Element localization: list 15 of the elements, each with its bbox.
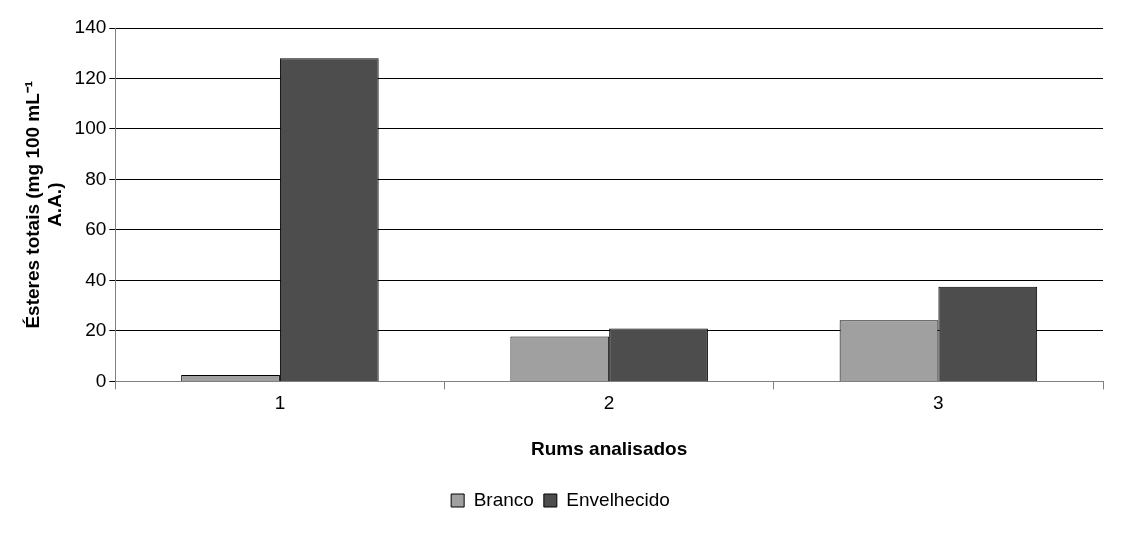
legend-label: Branco (473, 488, 534, 510)
y-tick-label: 40 (85, 268, 107, 290)
x-axis-title: Rums analisados (531, 437, 688, 459)
y-tick-label: 20 (85, 319, 107, 341)
y-tick-label: 0 (95, 369, 107, 391)
x-tick-label: 1 (274, 392, 286, 414)
x-tick-label: 2 (603, 392, 615, 414)
y-tick-label: 140 (74, 16, 107, 38)
y-tick-label: 60 (85, 218, 107, 240)
legend-label: Envelhecido (566, 488, 670, 510)
y-axis-title: Ésteres totais (mg 100 mL⁻¹ A.A.) (21, 80, 66, 329)
y-tick-label: 80 (85, 167, 107, 189)
y-tick-label: 100 (74, 117, 107, 139)
y-tick-label: 120 (74, 66, 107, 88)
x-tick-label: 3 (933, 392, 944, 414)
